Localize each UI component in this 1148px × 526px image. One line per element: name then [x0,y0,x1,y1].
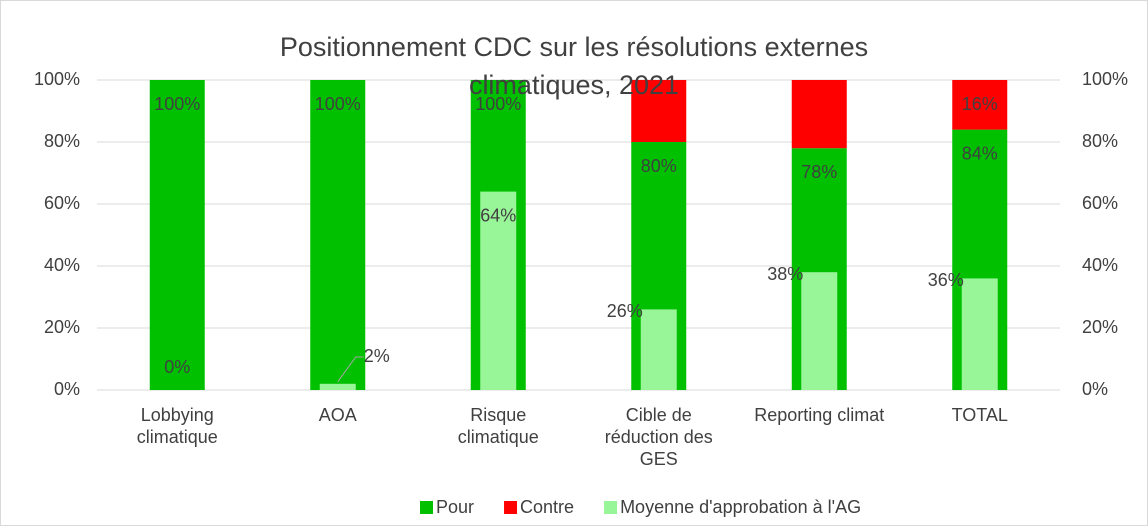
y-tick-label: 0% [54,379,80,399]
y-tick-label: 20% [44,317,80,337]
x-tick-label: Risque climatique [457,405,539,447]
data-label: 38% [767,264,803,284]
legend-label: Moyenne d'approbation à l'AG [620,497,861,517]
x-tick-label: AOA [318,405,357,425]
bar-segment [791,80,847,149]
y2-tick-label: 60% [1082,193,1118,213]
y-tick-label: 80% [44,131,80,151]
legend-swatch [420,501,433,514]
x-tick-label: TOTAL [951,405,1008,425]
data-label: 64% [480,205,516,225]
bar-overlay [640,309,677,390]
bar-segment [952,80,1008,130]
y-tick-label: 60% [44,193,80,213]
y-tick-label: 100% [34,69,80,89]
bar-overlay [319,383,356,390]
y2-tick-label: 80% [1082,131,1118,151]
legend-label: Contre [520,497,574,517]
chart-title: Positionnement CDC sur les résolutions e… [279,32,869,100]
data-label: 100% [475,94,521,114]
bar-overlay [801,272,838,390]
data-label: 100% [154,94,200,114]
data-label: 84% [962,143,998,163]
data-label: 78% [801,162,837,182]
bar-overlay [480,191,517,390]
y2-tick-label: 0% [1082,379,1108,399]
y2-tick-label: 20% [1082,317,1118,337]
legend-swatch [504,501,518,514]
legend-label: Pour [436,497,474,517]
bar-segment [149,80,205,390]
data-label: 100% [315,94,361,114]
data-label: 16% [962,94,998,114]
data-label: 2% [364,346,390,366]
data-label: 26% [607,301,643,321]
data-label: 0% [164,357,190,377]
y2-tick-label: 100% [1082,69,1128,89]
bar-segment [631,80,687,142]
y-tick-label: 40% [44,255,80,275]
data-label: 36% [928,270,964,290]
leader-line [337,356,364,383]
x-tick-label: Reporting climat [754,405,885,425]
bar-segment [310,80,366,390]
x-tick-label: Lobbying climatique [136,405,218,447]
bar-overlay [961,278,998,390]
y2-tick-label: 40% [1082,255,1118,275]
legend-swatch [604,501,618,514]
data-label: 80% [641,156,677,176]
x-tick-label: Cible de réduction des GES [604,405,713,469]
